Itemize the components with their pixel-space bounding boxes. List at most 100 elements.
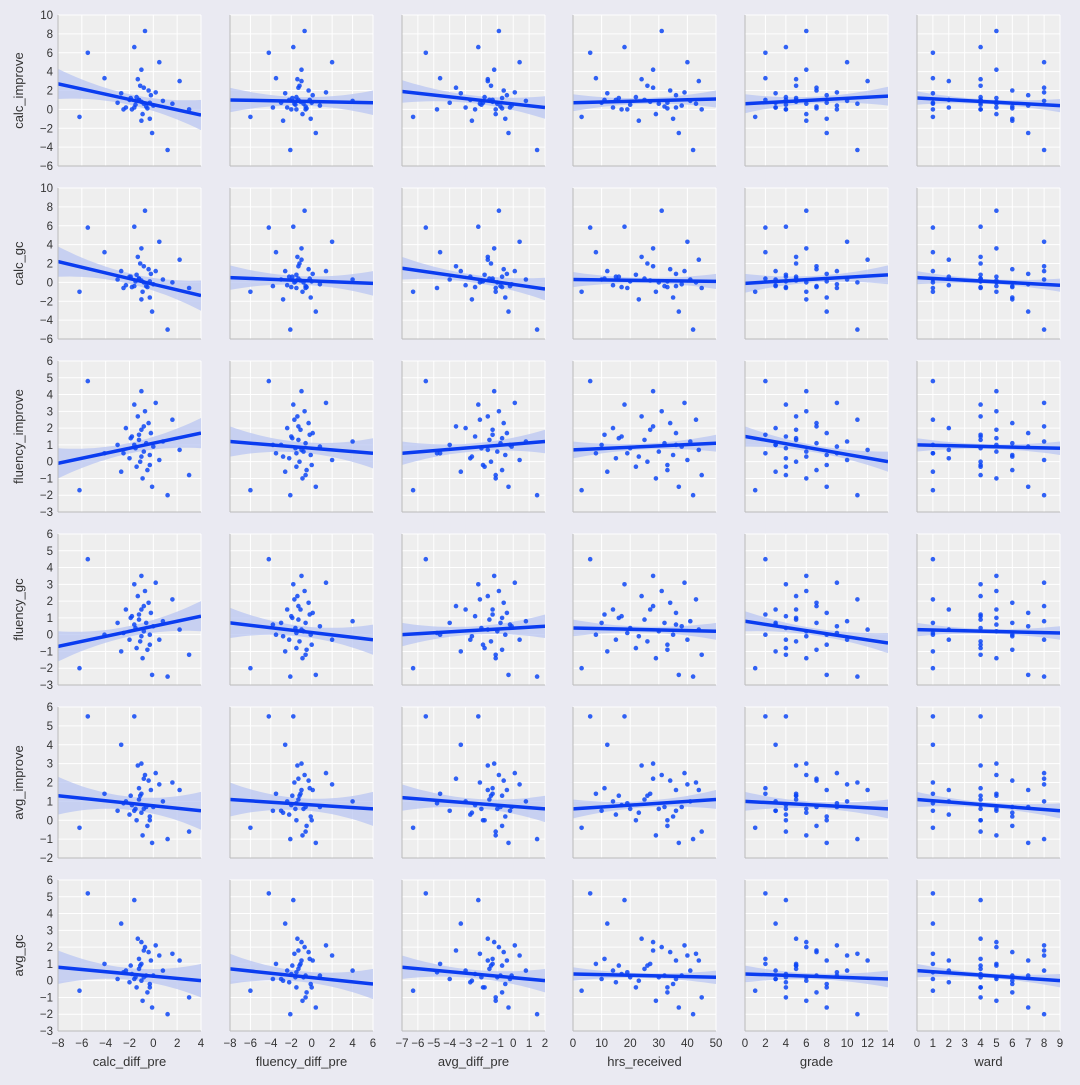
- panel-plot-area: [230, 891, 373, 1017]
- data-point: [507, 105, 513, 110]
- x-tick-label: −8: [223, 1038, 236, 1050]
- data-point: [1041, 618, 1047, 624]
- data-point: [613, 812, 619, 817]
- data-point: [978, 432, 983, 438]
- data-point: [763, 75, 768, 81]
- data-point: [139, 297, 144, 302]
- y-tick-label: −4: [40, 142, 54, 154]
- data-point: [978, 593, 983, 599]
- x-tick-label: 6: [803, 1038, 809, 1050]
- data-point: [291, 582, 296, 587]
- data-point: [266, 891, 272, 896]
- panel-fluency_gc-vs-calc_diff_pre: −3 −2 −1 0 1 2 3 4 5 6 fluency_gc: [11, 529, 202, 692]
- data-point: [77, 289, 82, 295]
- data-point: [763, 432, 768, 438]
- data-point: [673, 105, 679, 110]
- data-point: [291, 224, 296, 229]
- data-point: [763, 276, 768, 281]
- data-point: [824, 610, 829, 616]
- data-point: [170, 280, 175, 285]
- data-point: [501, 949, 507, 955]
- data-point: [534, 836, 540, 842]
- data-point: [102, 961, 107, 967]
- panel-fluency_gc-vs-hrs_received: [572, 533, 717, 686]
- data-point: [1025, 309, 1031, 314]
- data-point: [132, 283, 137, 289]
- data-point: [978, 639, 983, 644]
- data-point: [299, 246, 304, 251]
- data-point: [280, 454, 286, 459]
- data-point: [946, 257, 952, 263]
- data-point: [670, 814, 676, 819]
- data-point: [313, 309, 319, 314]
- data-point: [659, 772, 664, 778]
- data-point: [824, 642, 829, 647]
- panel-plot-area: [745, 556, 888, 679]
- data-point: [504, 958, 510, 963]
- data-point: [676, 309, 682, 314]
- data-point: [499, 284, 505, 290]
- data-point: [930, 951, 936, 957]
- data-point: [523, 277, 529, 282]
- panel-fluency_gc-vs-fluency_diff_pre: [229, 533, 374, 686]
- data-point: [490, 961, 495, 967]
- data-point: [1010, 118, 1015, 123]
- data-point: [410, 289, 416, 295]
- data-point: [410, 825, 416, 831]
- data-point: [469, 978, 475, 983]
- data-point: [1041, 836, 1047, 842]
- panel-plot-area: [402, 556, 545, 679]
- data-point: [639, 414, 644, 419]
- data-point: [978, 936, 983, 941]
- data-point: [128, 615, 133, 621]
- data-point: [323, 268, 329, 274]
- regression-line: [58, 82, 201, 117]
- data-point: [493, 289, 499, 295]
- data-point: [132, 582, 137, 587]
- data-point: [499, 647, 505, 653]
- data-point: [763, 714, 768, 719]
- data-point: [437, 249, 443, 255]
- data-point: [266, 50, 272, 56]
- data-point: [693, 417, 699, 423]
- data-point: [814, 600, 819, 606]
- data-point: [170, 101, 175, 106]
- data-point: [793, 83, 799, 89]
- regression-line: [573, 277, 716, 284]
- data-point: [1025, 1005, 1031, 1010]
- data-point: [865, 447, 870, 453]
- panel-fluency_gc-vs-grade: [744, 533, 889, 686]
- data-point: [793, 639, 799, 644]
- panel-plot-area: [230, 208, 373, 332]
- data-point: [619, 107, 624, 112]
- y-tick-label: 0: [47, 457, 53, 469]
- data-point: [824, 981, 829, 987]
- data-point: [488, 83, 494, 89]
- data-point: [480, 818, 486, 823]
- data-point: [696, 257, 702, 263]
- data-point: [824, 787, 829, 793]
- data-point: [679, 624, 684, 629]
- data-point: [783, 714, 789, 719]
- data-point: [485, 763, 491, 768]
- data-point: [490, 432, 495, 438]
- data-point: [978, 966, 983, 972]
- panel-plot-area: [402, 378, 545, 498]
- data-point: [650, 388, 656, 394]
- data-point: [485, 936, 491, 941]
- panel-background: [917, 361, 1060, 512]
- data-point: [855, 101, 860, 106]
- data-point: [633, 985, 639, 990]
- regression-line: [573, 97, 716, 105]
- data-point: [699, 472, 704, 478]
- data-point: [491, 761, 497, 766]
- data-point: [128, 963, 133, 968]
- data-point: [134, 464, 139, 470]
- data-point: [493, 111, 499, 117]
- data-point: [636, 634, 642, 639]
- data-point: [437, 961, 443, 967]
- data-point: [77, 487, 82, 493]
- data-point: [978, 272, 983, 278]
- y-tick-label: −2: [40, 490, 53, 502]
